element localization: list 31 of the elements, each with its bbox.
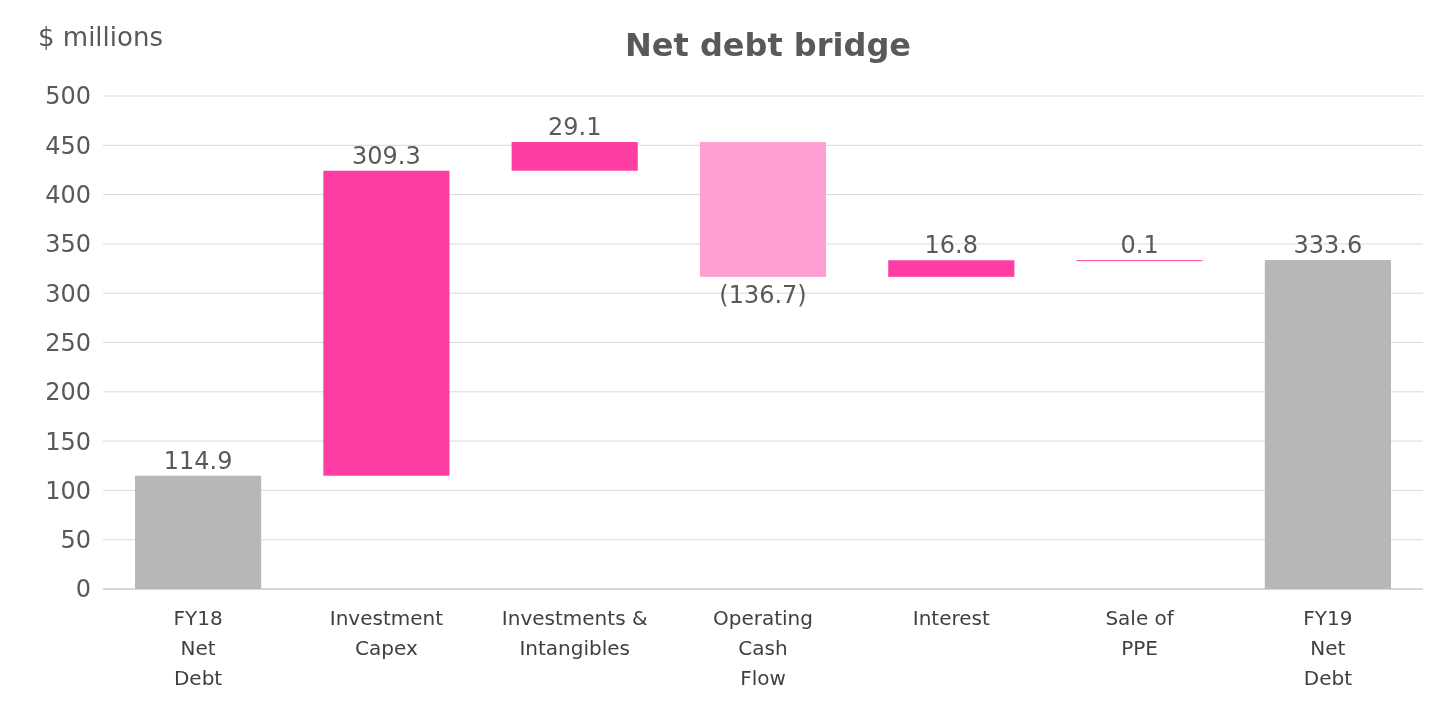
y-tick-label: 150 (45, 427, 91, 456)
x-tick-label: Interest (912, 606, 990, 630)
data-label: 16.8 (924, 231, 979, 260)
x-tick-label: Operating Cash Flow (713, 606, 813, 690)
y-tick-label: 250 (45, 328, 91, 357)
y-tick-label: 200 (45, 378, 91, 407)
x-tick-label: FY19 Net Debt (1303, 606, 1353, 690)
y-tick-label: 300 (45, 279, 91, 308)
y-tick-label: 350 (45, 230, 91, 259)
data-label: 114.9 (163, 446, 233, 475)
x-tick-label: Investments & Intangibles (501, 606, 648, 660)
x-tick-label: FY18 Net Debt (173, 606, 223, 690)
data-label: 29.1 (547, 113, 602, 142)
y-tick-label: 50 (60, 526, 91, 555)
y-tick-label: 450 (45, 131, 91, 160)
bar (888, 260, 1015, 277)
data-label: 0.1 (1120, 231, 1159, 260)
bar (323, 170, 450, 476)
x-tick-label: Sale of PPE (1105, 606, 1175, 660)
chart-title: Net debt bridge (624, 26, 912, 64)
bar (699, 142, 827, 277)
y-tick-label: 100 (45, 476, 91, 505)
data-label: 309.3 (352, 141, 421, 170)
y-tick-label: 500 (45, 82, 91, 111)
y-axis-title: $ millions (38, 22, 163, 52)
bar (511, 142, 638, 171)
y-tick-label: 400 (45, 181, 91, 209)
data-label: 333.6 (1293, 231, 1363, 260)
y-tick-label: 0 (75, 575, 91, 604)
data-label: (136.7) (719, 280, 807, 309)
x-tick-label: Investment Capex (329, 606, 444, 660)
